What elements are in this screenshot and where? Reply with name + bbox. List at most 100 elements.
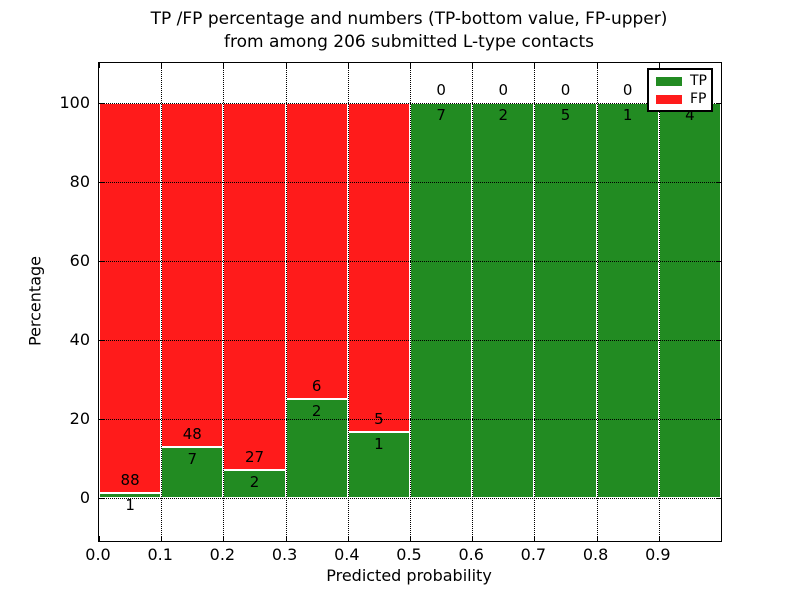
gridline-vertical: [472, 63, 474, 541]
y-tick-label: 20: [69, 408, 90, 428]
legend-label-fp: FP: [690, 91, 707, 107]
tp-count-label: 1: [374, 434, 384, 453]
gridline-vertical: [161, 63, 163, 541]
bar-segment-tp: [99, 493, 162, 498]
y-tick-label: 100: [59, 92, 90, 112]
fp-color-swatch: [656, 94, 682, 104]
x-tick-mark-top: [285, 63, 287, 68]
bar-segment-tp: [347, 431, 410, 498]
gridline-horizontal: [99, 339, 721, 341]
x-tick-label: 0.1: [147, 545, 173, 564]
gridline-vertical: [347, 63, 349, 541]
fp-count-label: 27: [244, 448, 265, 467]
legend-label-tp: TP: [690, 73, 707, 89]
gridline-vertical: [223, 63, 225, 541]
tp-count-label: 2: [498, 105, 509, 124]
bar-segment-fp: [223, 102, 286, 471]
bar-segment-tp: [161, 447, 224, 498]
tp-count-label: 7: [436, 105, 446, 124]
tp-count-label: 2: [249, 473, 260, 492]
y-tick-mark-right: [716, 181, 721, 183]
y-tick-mark: [99, 339, 104, 341]
bar-segment-tp: [658, 102, 721, 498]
y-tick-mark: [99, 102, 104, 104]
chart-title: TP /FP percentage and numbers (TP-bottom…: [151, 8, 668, 54]
x-tick-mark-top: [99, 63, 100, 68]
gridline-horizontal: [99, 102, 721, 104]
y-tick-mark: [99, 181, 104, 183]
bar-segment-fp: [285, 102, 348, 399]
x-tick-mark-top: [223, 63, 225, 68]
legend-entry-tp: TP: [656, 73, 707, 89]
bar-segment-tp: [285, 398, 348, 498]
y-tick-mark-right: [716, 260, 721, 262]
plot-area: TP FP 88148727262510702050104: [98, 62, 722, 542]
x-axis-label: Predicted probability: [326, 566, 492, 585]
y-tick-label: 0: [79, 487, 90, 507]
fp-count-label: 5: [374, 409, 384, 428]
x-tick-label: 0.2: [209, 545, 236, 564]
x-tick-mark-top: [658, 63, 660, 68]
tp-color-swatch: [656, 76, 682, 86]
x-tick-mark-top: [347, 63, 349, 68]
y-tick-mark: [99, 497, 104, 499]
y-tick-mark-right: [716, 102, 721, 104]
chart-title-line2: from among 206 submitted L-type contacts: [223, 32, 595, 52]
fp-count-label: 0: [498, 80, 509, 99]
y-tick-label: 40: [69, 329, 90, 349]
tp-count-label: 4: [685, 105, 695, 124]
tp-count-label: 5: [560, 105, 571, 124]
fp-count-label: 0: [622, 80, 633, 99]
x-tick-label: 0.0: [85, 545, 111, 564]
x-tick-label: 0.8: [582, 545, 609, 564]
fp-count-label: 48: [182, 425, 202, 444]
gridline-horizontal: [99, 260, 721, 262]
x-tick-mark: [410, 536, 411, 541]
gridline-vertical: [596, 63, 598, 541]
fp-count-label: 88: [120, 471, 140, 490]
gridline-vertical: [534, 63, 536, 541]
gridline-vertical: [285, 63, 287, 541]
bar-segment-fp: [161, 102, 224, 448]
gridline-horizontal: [99, 497, 721, 499]
x-tick-mark: [347, 536, 349, 541]
x-tick-mark: [99, 536, 100, 541]
legend-entry-fp: FP: [656, 91, 707, 107]
tp-count-label: 7: [187, 450, 198, 469]
y-tick-label: 80: [69, 171, 90, 191]
y-tick-label: 60: [69, 250, 90, 270]
y-tick-mark: [99, 260, 104, 262]
x-tick-mark: [223, 536, 225, 541]
bar-segment-tp: [410, 102, 473, 498]
gridline-vertical: [410, 63, 411, 541]
x-tick-label: 0.4: [334, 545, 360, 564]
x-tick-mark-top: [161, 63, 163, 68]
y-tick-mark: [99, 418, 104, 420]
x-tick-mark: [285, 536, 287, 541]
tp-count-label: 1: [125, 496, 135, 515]
fp-count-label: 6: [311, 376, 322, 395]
x-tick-mark: [472, 536, 474, 541]
tp-count-label: 1: [622, 105, 633, 124]
x-tick-mark: [658, 536, 660, 541]
y-tick-mark-right: [716, 497, 721, 499]
x-tick-label: 0.3: [271, 545, 298, 564]
bar-segment-tp: [472, 102, 535, 498]
y-tick-mark-right: [716, 418, 721, 420]
legend: TP FP: [647, 68, 713, 112]
x-tick-label: 0.5: [396, 545, 422, 564]
x-tick-mark-top: [534, 63, 536, 68]
x-tick-label: 0.9: [645, 545, 671, 564]
gridline-horizontal: [99, 181, 721, 183]
x-tick-mark-top: [410, 63, 411, 68]
x-tick-mark: [596, 536, 598, 541]
bar-segment-fp: [347, 102, 410, 432]
y-tick-mark-right: [716, 339, 721, 341]
bar-segment-fp: [99, 102, 162, 494]
fp-count-label: 0: [560, 80, 571, 99]
x-tick-label: 0.7: [520, 545, 547, 564]
gridline-horizontal: [99, 418, 721, 420]
x-tick-mark-top: [596, 63, 598, 68]
x-tick-mark: [534, 536, 536, 541]
